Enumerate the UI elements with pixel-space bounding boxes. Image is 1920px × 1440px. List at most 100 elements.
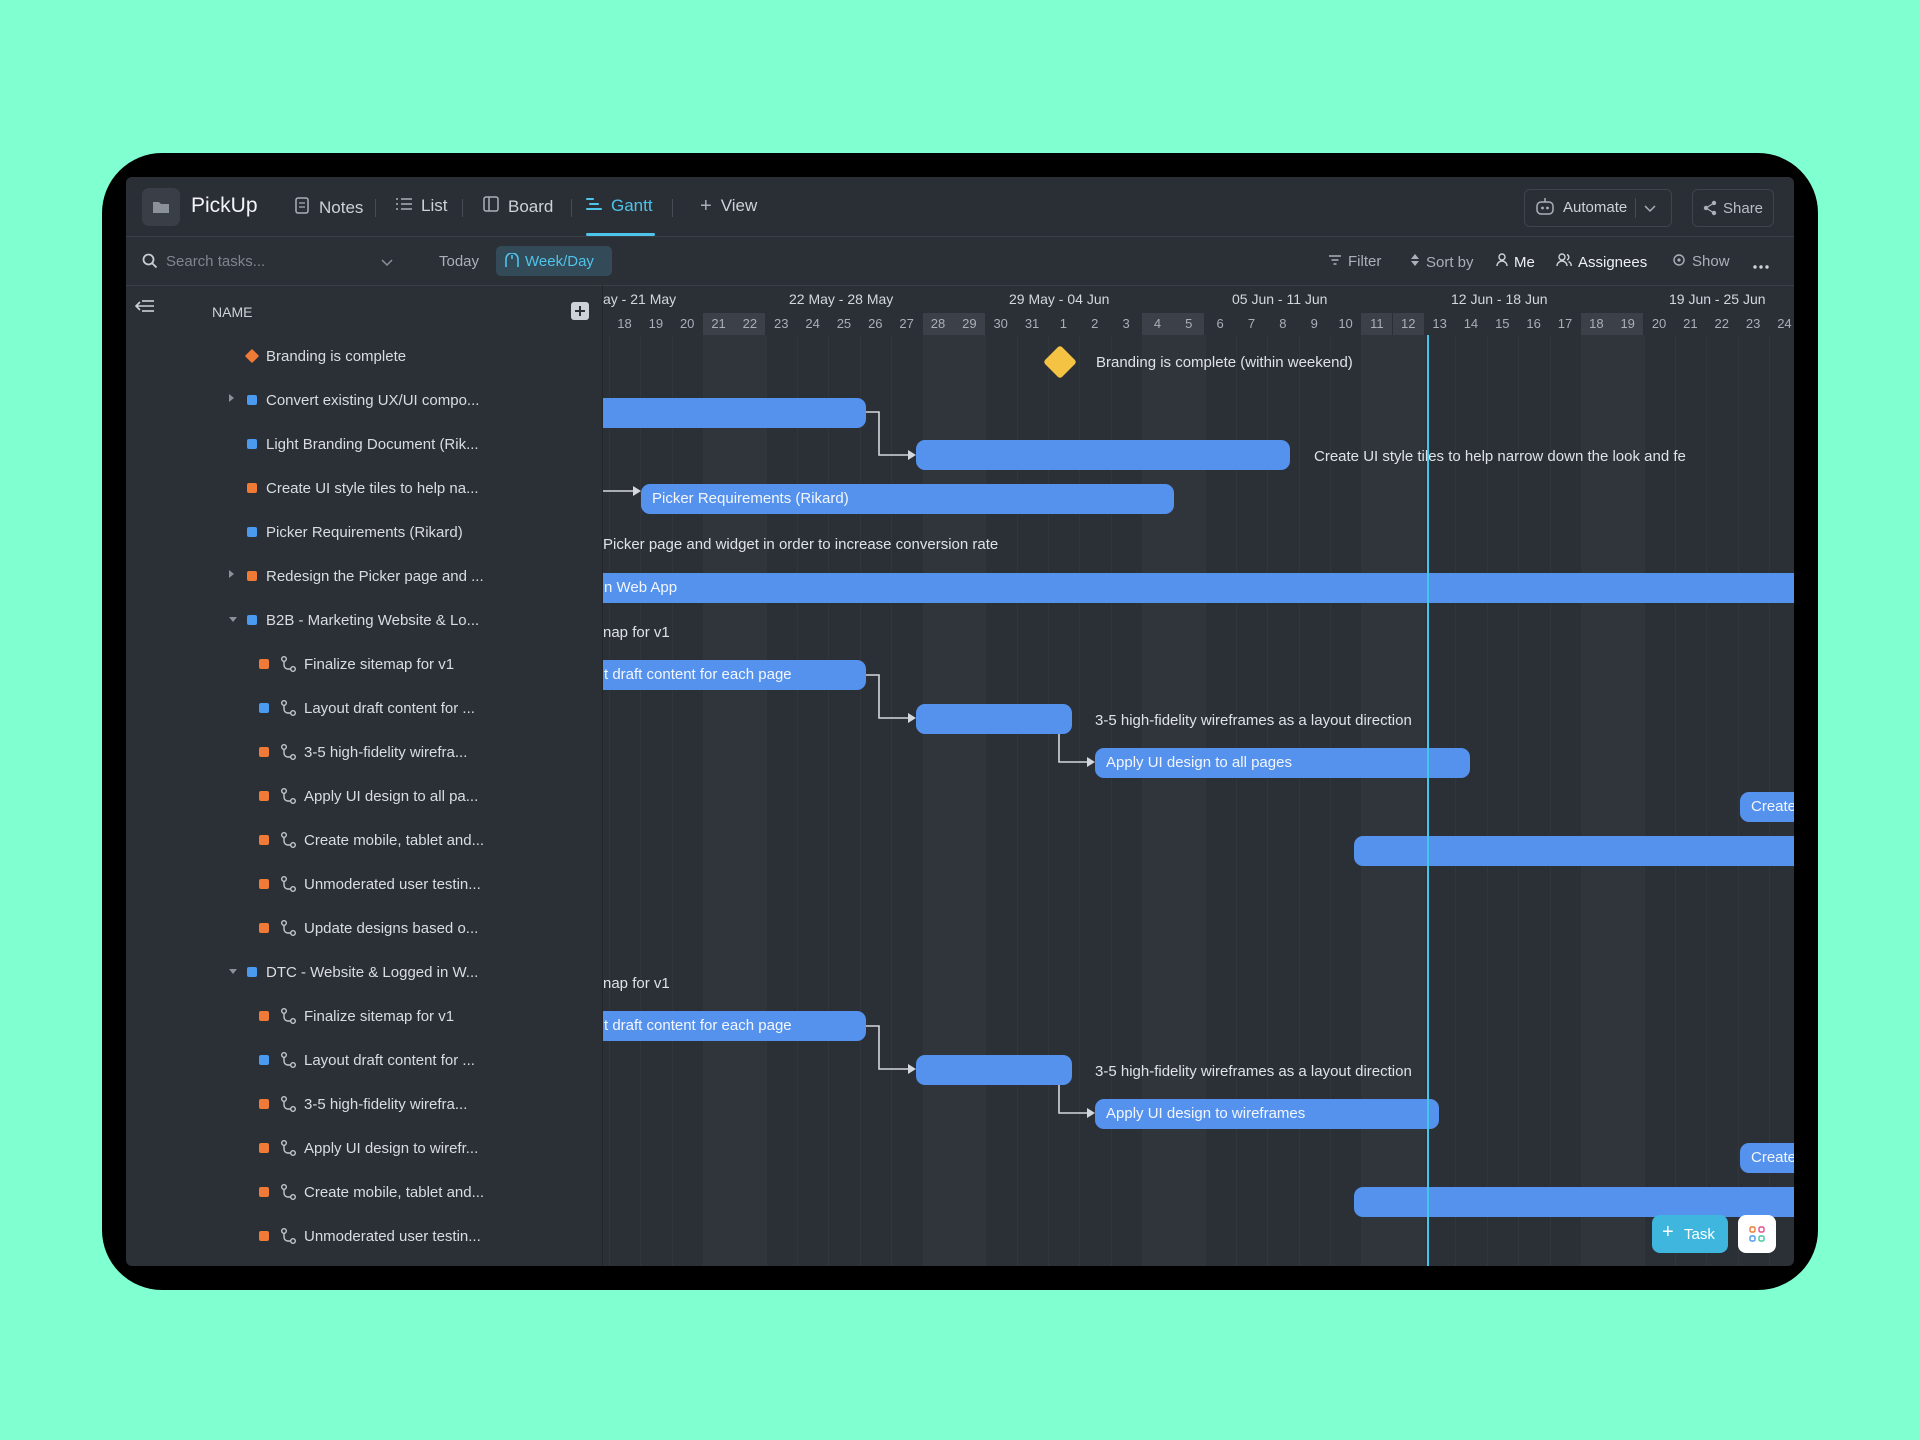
task-name[interactable]: 3-5 high-fidelity wirefra...	[304, 744, 468, 761]
add-column-icon[interactable]	[571, 302, 589, 320]
task-name[interactable]: Branding is complete	[266, 348, 407, 365]
task-row[interactable]: DTC - Website & Logged in W...	[126, 951, 602, 995]
status-square-icon[interactable]	[247, 439, 257, 449]
gantt-bar-user-testing[interactable]	[1354, 836, 1794, 866]
task-name[interactable]: Redesign the Picker page and ...	[266, 568, 484, 585]
status-square-icon[interactable]	[259, 1055, 269, 1065]
status-square-icon[interactable]	[259, 659, 269, 669]
task-row[interactable]: Picker Requirements (Rikard)	[126, 511, 602, 555]
gantt-bar-b2b[interactable]: n Web App	[603, 573, 1794, 603]
sort-button[interactable]: Sort by	[1410, 253, 1474, 271]
milestone-status-icon[interactable]	[244, 348, 260, 364]
panel-divider[interactable]	[602, 285, 603, 1266]
add-view-button[interactable]: + View	[700, 196, 757, 216]
tab-notes[interactable]: Notes	[294, 196, 363, 219]
status-square-icon[interactable]	[247, 527, 257, 537]
task-name[interactable]: Picker Requirements (Rikard)	[266, 524, 463, 541]
apps-grid-button[interactable]	[1738, 1215, 1776, 1253]
tab-board[interactable]: Board	[483, 196, 553, 217]
task-name[interactable]: Create UI style tiles to help na...	[266, 480, 479, 497]
task-name[interactable]: Apply UI design to wirefr...	[304, 1140, 479, 1157]
gantt-bar-hifi-wireframes[interactable]	[916, 1055, 1072, 1085]
gantt-bar-picker-requirements[interactable]: Picker Requirements (Rikard)	[641, 484, 1174, 514]
status-square-icon[interactable]	[259, 1187, 269, 1197]
status-square-icon[interactable]	[259, 703, 269, 713]
status-square-icon[interactable]	[259, 747, 269, 757]
task-row[interactable]: Convert existing UX/UI compo...	[126, 379, 602, 423]
search-box[interactable]: Search tasks...	[142, 245, 398, 277]
task-name[interactable]: DTC - Website & Logged in W...	[266, 964, 479, 981]
status-square-icon[interactable]	[247, 483, 257, 493]
space-name[interactable]: PickUp	[191, 194, 258, 217]
caret-down-icon[interactable]	[229, 617, 237, 622]
task-name[interactable]: Create mobile, tablet and...	[304, 1184, 485, 1201]
chevron-down-icon[interactable]	[380, 255, 394, 273]
search-input[interactable]: Search tasks...	[166, 253, 266, 270]
task-row[interactable]: 3-5 high-fidelity wirefra...	[126, 1083, 602, 1127]
today-button[interactable]: Today	[439, 253, 479, 270]
task-row[interactable]: 3-5 high-fidelity wirefra...	[126, 731, 602, 775]
name-column-header[interactable]: NAME	[212, 304, 253, 320]
gantt-bar-user-testing[interactable]	[1354, 1187, 1794, 1217]
task-name[interactable]: Unmoderated user testin...	[304, 876, 481, 893]
gantt-bar-apply-ui[interactable]: Apply UI design to all pages	[1095, 748, 1470, 778]
task-name[interactable]: B2B - Marketing Website & Lo...	[266, 612, 480, 629]
task-row[interactable]: Branding is complete	[126, 335, 602, 379]
task-name[interactable]: Unmoderated user testin...	[304, 1228, 481, 1245]
task-name[interactable]: Finalize sitemap for v1	[304, 656, 455, 673]
task-row[interactable]: Create mobile, tablet and...	[126, 819, 602, 863]
task-row[interactable]: Redesign the Picker page and ...	[126, 555, 602, 599]
task-name[interactable]: Light Branding Document (Rik...	[266, 436, 479, 453]
task-row[interactable]: Layout draft content for ...	[126, 687, 602, 731]
task-name[interactable]: Layout draft content for ...	[304, 1052, 475, 1069]
task-row[interactable]: B2B - Marketing Website & Lo...	[126, 599, 602, 643]
task-row[interactable]: Unmoderated user testin...	[126, 863, 602, 907]
chevron-down-icon[interactable]	[1643, 201, 1657, 218]
status-square-icon[interactable]	[247, 571, 257, 581]
gantt-bar-apply-ui[interactable]: Apply UI design to wireframes	[1095, 1099, 1439, 1129]
task-row[interactable]: Create UI style tiles to help na...	[126, 467, 602, 511]
gantt-bar-mobile[interactable]: Create mobile, tablet a	[1740, 792, 1794, 822]
task-name[interactable]: Update designs based o...	[304, 920, 479, 937]
me-filter-button[interactable]: Me	[1496, 253, 1535, 271]
filter-button[interactable]: Filter	[1328, 253, 1381, 270]
gantt-bar-layout-draft[interactable]: t draft content for each page	[603, 660, 866, 690]
task-name[interactable]: Convert existing UX/UI compo...	[266, 392, 480, 409]
task-row[interactable]: Finalize sitemap for v1	[126, 643, 602, 687]
status-square-icon[interactable]	[247, 395, 257, 405]
status-square-icon[interactable]	[259, 1231, 269, 1241]
task-row[interactable]: Unmoderated user testin...	[126, 1215, 602, 1259]
gantt-bar-mobile[interactable]: Create mobile, tablet a	[1740, 1143, 1794, 1173]
status-square-icon[interactable]	[247, 967, 257, 977]
status-square-icon[interactable]	[259, 1099, 269, 1109]
space-folder-icon[interactable]	[142, 188, 180, 226]
task-row[interactable]: Create mobile, tablet and...	[126, 1171, 602, 1215]
task-name[interactable]: Finalize sitemap for v1	[304, 1008, 455, 1025]
task-row[interactable]: Layout draft content for ...	[126, 1039, 602, 1083]
gantt-bar-hifi-wireframes[interactable]	[916, 704, 1072, 734]
task-name[interactable]: Layout draft content for ...	[304, 700, 475, 717]
caret-right-icon[interactable]	[229, 570, 234, 578]
status-square-icon[interactable]	[247, 615, 257, 625]
gantt-bar-layout-draft[interactable]: t draft content for each page	[603, 1011, 866, 1041]
collapse-sidebar-icon[interactable]	[134, 298, 155, 319]
automate-button[interactable]: Automate	[1524, 189, 1672, 227]
show-button[interactable]: Show	[1672, 253, 1730, 270]
status-square-icon[interactable]	[259, 879, 269, 889]
task-row[interactable]: Light Branding Document (Rik...	[126, 423, 602, 467]
gantt-bar-style-tiles[interactable]	[916, 440, 1290, 470]
tab-gantt[interactable]: Gantt	[586, 196, 653, 216]
caret-down-icon[interactable]	[229, 969, 237, 974]
task-row[interactable]: Apply UI design to wirefr...	[126, 1127, 602, 1171]
gantt-bar-light-branding[interactable]	[603, 398, 866, 428]
task-row[interactable]: Finalize sitemap for v1	[126, 995, 602, 1039]
status-square-icon[interactable]	[259, 1143, 269, 1153]
task-name[interactable]: Apply UI design to all pa...	[304, 788, 479, 805]
add-task-button[interactable]: + Task	[1652, 1215, 1728, 1253]
share-button[interactable]: Share	[1692, 189, 1774, 227]
task-name[interactable]: 3-5 high-fidelity wirefra...	[304, 1096, 468, 1113]
week-day-toggle[interactable]: Week/Day	[496, 246, 612, 276]
more-options-icon[interactable]	[1752, 257, 1770, 275]
assignees-button[interactable]: Assignees	[1556, 253, 1647, 271]
task-row[interactable]: Apply UI design to all pa...	[126, 775, 602, 819]
